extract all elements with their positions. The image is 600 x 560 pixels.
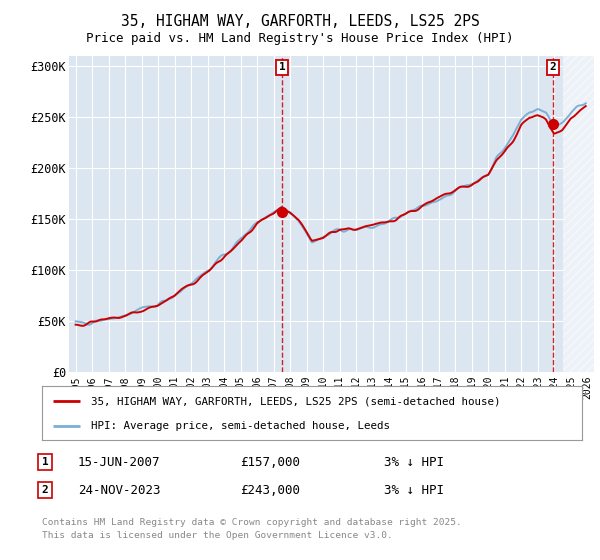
Text: 24-NOV-2023: 24-NOV-2023 (78, 483, 161, 497)
Text: Contains HM Land Registry data © Crown copyright and database right 2025.
This d: Contains HM Land Registry data © Crown c… (42, 518, 462, 540)
Text: 3% ↓ HPI: 3% ↓ HPI (384, 455, 444, 469)
Text: 1: 1 (278, 62, 286, 72)
Text: 35, HIGHAM WAY, GARFORTH, LEEDS, LS25 2PS: 35, HIGHAM WAY, GARFORTH, LEEDS, LS25 2P… (121, 14, 479, 29)
Text: 2: 2 (550, 62, 556, 72)
Text: 35, HIGHAM WAY, GARFORTH, LEEDS, LS25 2PS (semi-detached house): 35, HIGHAM WAY, GARFORTH, LEEDS, LS25 2P… (91, 396, 500, 407)
Text: 2: 2 (41, 485, 49, 495)
Text: £157,000: £157,000 (240, 455, 300, 469)
Text: £243,000: £243,000 (240, 483, 300, 497)
Text: 15-JUN-2007: 15-JUN-2007 (78, 455, 161, 469)
Bar (563, 56, 600, 372)
Text: HPI: Average price, semi-detached house, Leeds: HPI: Average price, semi-detached house,… (91, 421, 389, 431)
Text: 3% ↓ HPI: 3% ↓ HPI (384, 483, 444, 497)
Text: Price paid vs. HM Land Registry's House Price Index (HPI): Price paid vs. HM Land Registry's House … (86, 31, 514, 45)
Text: 1: 1 (41, 457, 49, 467)
Bar (563, 56, 600, 372)
